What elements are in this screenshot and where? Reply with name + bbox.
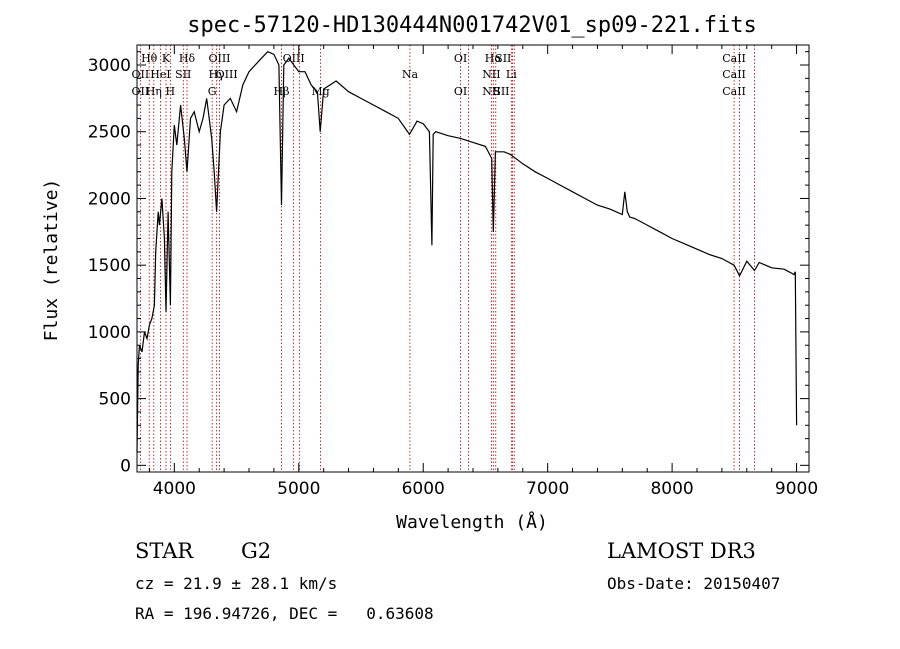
line-label-NII: NII [482, 85, 500, 98]
line-label-Hδ: Hδ [179, 52, 196, 65]
line-label-SII: SII [495, 52, 511, 65]
y-tick-label: 1000 [88, 323, 131, 343]
x-tick-label: 4000 [153, 479, 196, 499]
x-tick-label: 9000 [775, 479, 818, 499]
line-label-Hθ: Hθ [141, 52, 158, 65]
line-label-CaII: CaII [722, 85, 746, 98]
y-tick-label: 0 [120, 456, 131, 476]
y-tick-label: 500 [99, 390, 131, 410]
x-tick-label: 8000 [650, 479, 693, 499]
spectral-line-markers [139, 45, 755, 472]
line-label-OI: OI [454, 52, 467, 65]
y-tick-label: 3000 [88, 56, 131, 76]
line-label-SII: SII [175, 68, 191, 81]
x-tick-label: 7000 [526, 479, 569, 499]
x-axis-label: Wavelength (Å) [396, 511, 548, 533]
line-label-CaII: CaII [722, 68, 746, 81]
x-axis-ticks: 4000 5000 6000 7000 8000 9000 [148, 45, 818, 499]
line-label-Na: Na [402, 68, 419, 81]
y-tick-label: 2000 [88, 189, 131, 209]
spectral-class: G2 [241, 539, 272, 563]
line-label-OI: OI [454, 85, 467, 98]
observation-date: Obs-Date: 20150407 [607, 574, 781, 593]
line-label-HeI: HeI [150, 68, 170, 81]
line-label-NII: NII [482, 68, 500, 81]
line-label-Hα: Hα [485, 52, 503, 65]
x-tick-label: 5000 [277, 479, 320, 499]
line-label-G: G [208, 85, 217, 98]
y-tick-label: 1500 [88, 256, 131, 276]
line-label-OIII: OIII [216, 68, 238, 81]
line-label-OIII: OIII [283, 52, 305, 65]
coordinates: RA = 196.94726, DEC = 0.63608 [135, 604, 434, 623]
line-label-Hη: Hη [146, 85, 162, 98]
line-label-H: H [166, 85, 176, 98]
chart-title: spec-57120-HD130444N001742V01_sp09-221.f… [187, 13, 757, 38]
redshift-velocity: cz = 21.9 ± 28.1 km/s [135, 574, 338, 593]
y-axis-label: Flux (relative) [41, 179, 62, 342]
line-label-Hβ: Hβ [274, 85, 290, 98]
survey-name: LAMOST DR3 [607, 539, 756, 563]
y-tick-label: 2500 [88, 123, 131, 143]
line-label-SII: SII [493, 85, 509, 98]
line-label-CaII: CaII [722, 52, 746, 65]
line-label-OII: OII [132, 68, 150, 81]
x-tick-label: 6000 [402, 479, 445, 499]
object-type: STAR [135, 539, 194, 563]
line-label-OIII: OIII [208, 52, 230, 65]
line-label-K: K [162, 52, 171, 65]
y-axis-ticks: 0 500 1000 1500 2000 2500 3000 [88, 51, 809, 476]
spectrum-curve [136, 50, 798, 453]
line-label-Hγ: Hγ [209, 68, 226, 81]
line-label-Li: Li [506, 68, 517, 81]
